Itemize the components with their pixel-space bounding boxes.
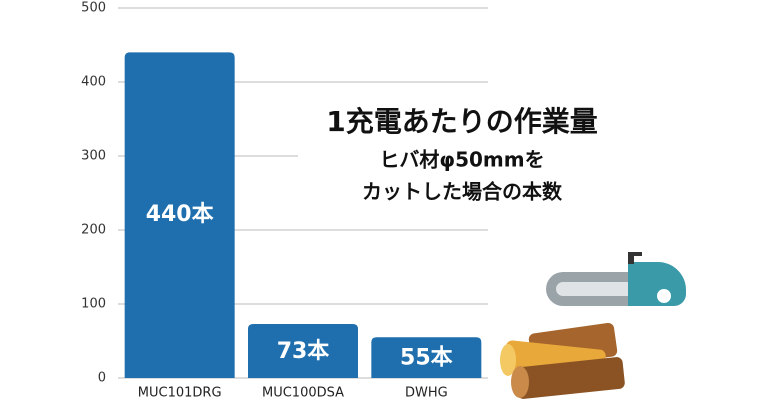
bar bbox=[124, 52, 235, 379]
x-tick-label: MUC100DSA bbox=[262, 386, 344, 401]
chart-subtitle: カットした場合の本数 bbox=[362, 180, 563, 204]
title-backdrop bbox=[298, 92, 628, 214]
x-tick-label: DWHG bbox=[405, 386, 448, 401]
value-label: 440本 bbox=[146, 202, 214, 227]
y-tick-label: 400 bbox=[81, 75, 106, 90]
y-tick-label: 0 bbox=[98, 371, 106, 386]
x-tick-label: MUC101DRG bbox=[138, 386, 222, 401]
bar bbox=[248, 323, 358, 378]
chainsaw-illustration bbox=[546, 252, 686, 306]
value-label: 55本 bbox=[400, 346, 453, 371]
logs-illustration bbox=[500, 322, 625, 399]
y-tick-label: 300 bbox=[81, 149, 106, 164]
chart-subtitle: ヒバ材φ50mmを bbox=[379, 148, 544, 172]
y-tick-label: 100 bbox=[81, 297, 106, 312]
chart-title: 1充電あたりの作業量 bbox=[326, 105, 597, 138]
bar bbox=[371, 337, 482, 378]
y-tick-label: 500 bbox=[81, 1, 106, 16]
bars: MUC101DRG 440本 MUC100DSA 73本 DWHG 55本 bbox=[124, 52, 482, 401]
y-tick-label: 200 bbox=[81, 223, 106, 238]
value-label: 73本 bbox=[277, 339, 330, 364]
